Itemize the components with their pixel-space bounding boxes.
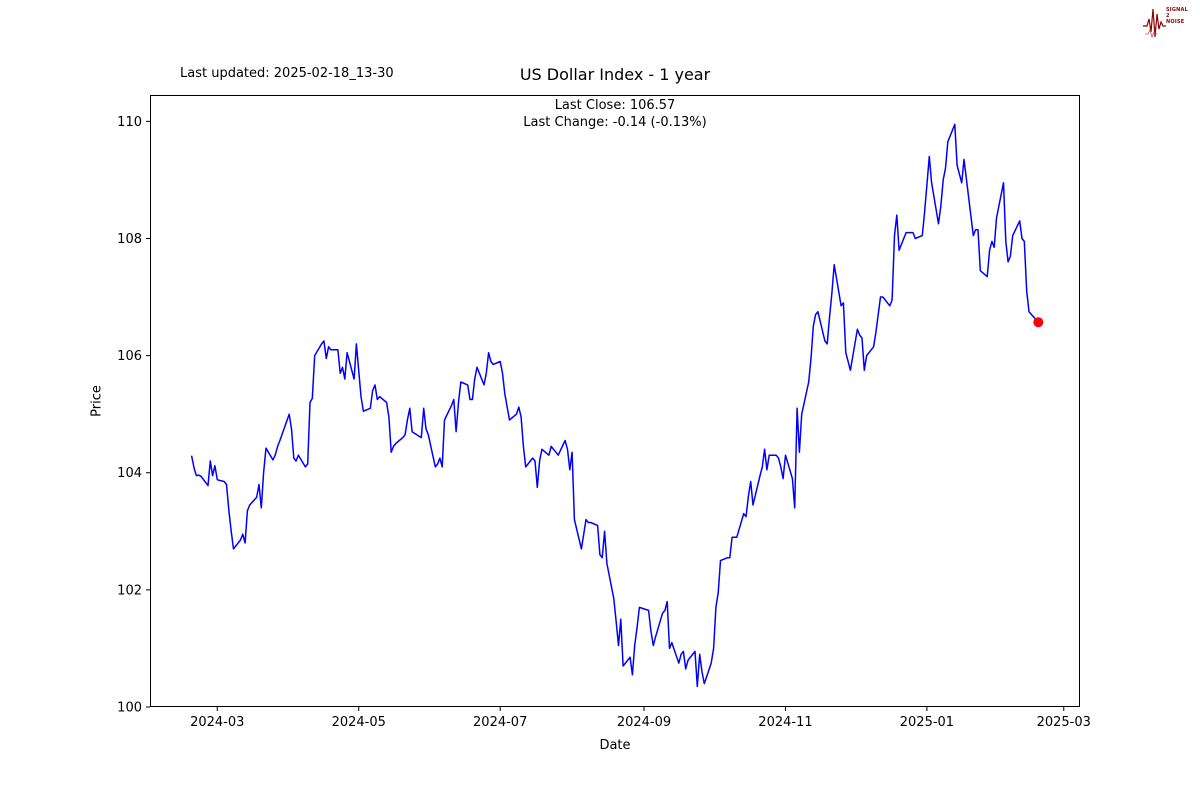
- y-tick-label: 102: [117, 583, 142, 598]
- chart-subtitle: Last Close: 106.57 Last Change: -0.14 (-…: [150, 97, 1080, 131]
- x-tick-label: 2024-07: [473, 715, 527, 730]
- plot-area: 2024-03 2024-05 2024-07 2024-09 2024-11 2025-…: [117, 95, 1091, 730]
- waveform-icon: [1143, 8, 1166, 39]
- x-tick-label: 2024-09: [617, 715, 671, 730]
- y-tick-label: 108: [117, 232, 142, 247]
- plot-frame: [150, 95, 1080, 707]
- y-tick-label: 104: [117, 466, 142, 481]
- y-tick-label: 106: [117, 349, 142, 364]
- last-updated-text: Last updated: 2025-02-18_13-30: [180, 66, 394, 81]
- line-chart: 2024-03 2024-05 2024-07 2024-09 2024-11 2025-…: [117, 95, 1091, 730]
- logo-line-signal: SIGNAL: [1166, 7, 1189, 13]
- logo-line-2: 2: [1166, 13, 1170, 19]
- chart-title: US Dollar Index - 1 year: [519, 65, 711, 84]
- last-point-marker: [1033, 317, 1044, 328]
- signal-noise-logo: SIGNAL 2 NOISE: [1142, 4, 1192, 44]
- y-axis-label: Price: [89, 385, 105, 417]
- x-tick-label: 2025-01: [900, 715, 954, 730]
- x-tick-label: 2024-11: [758, 715, 812, 730]
- x-tick-label: 2024-05: [332, 715, 386, 730]
- logo-text: SIGNAL 2 NOISE: [1166, 7, 1188, 25]
- x-tick-label: 2025-03: [1037, 715, 1091, 730]
- y-tick-label: 110: [117, 115, 142, 130]
- x-tick-label: 2024-03: [190, 715, 244, 730]
- x-axis-label: Date: [599, 738, 631, 753]
- last-close-text: Last Close: 106.57: [554, 98, 676, 113]
- y-tick-label: 100: [117, 701, 142, 716]
- price-line: [190, 123, 1040, 688]
- last-change-text: Last Change: -0.14 (-0.13%): [523, 115, 707, 130]
- logo-line-noise: NOISE: [1166, 19, 1185, 25]
